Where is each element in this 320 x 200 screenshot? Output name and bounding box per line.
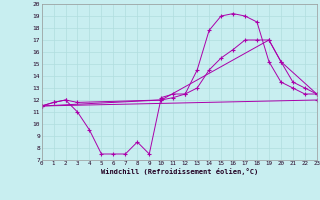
X-axis label: Windchill (Refroidissement éolien,°C): Windchill (Refroidissement éolien,°C): [100, 168, 258, 175]
